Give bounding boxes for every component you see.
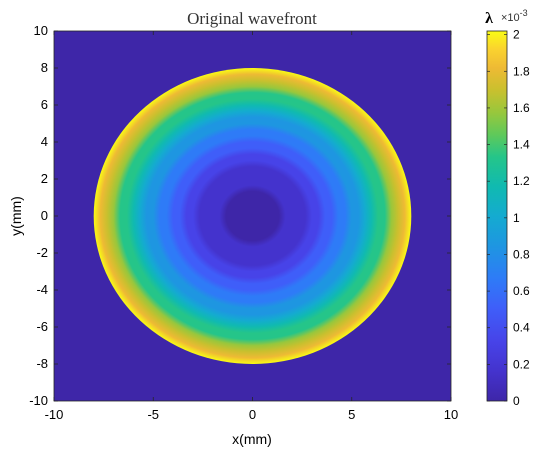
colorbar-tick-label: 1.4 [513,138,530,152]
x-axis-ticks: -10 -5 0 5 10 [45,31,458,422]
colorbar-tick-label: 0 [513,394,520,408]
colorbar-tick-label: 0.2 [513,357,530,371]
colorbar-tick-label: 0.6 [513,284,530,298]
y-tick-label: -10 [29,393,48,408]
colorbar-tick-label: 1.6 [513,101,530,115]
y-tick-label: -6 [36,319,48,334]
colorbar-frame [486,30,508,402]
colorbar-tick-label: 0.4 [513,321,530,335]
colorbar-tick-label: 1.8 [513,64,530,78]
y-tick-label: 0 [41,208,48,223]
colorbar-tick-label: 0.8 [513,247,530,261]
y-tick-label: 4 [41,134,48,149]
y-tick-label: -8 [36,356,48,371]
y-axis-ticks: -10 -8 -6 -4 -2 0 2 4 6 8 10 [29,23,451,408]
y-tick-label: 8 [41,60,48,75]
colorbar-exponent-base: ×10 [501,12,520,24]
wavefront-aperture [93,68,412,364]
x-tick-label: 10 [444,407,458,422]
colorbar-ticks: 0 0.2 0.4 0.6 0.8 1 1.2 1.4 1.6 1.8 2 [487,28,530,408]
colorbar: 0 0.2 0.4 0.6 0.8 1 1.2 1.4 1.6 1.8 2 λ ×10-3 [485,8,530,408]
y-tick-label: 2 [41,171,48,186]
y-tick-label: -2 [36,245,48,260]
x-axis-label: x(mm) [232,431,272,447]
colorbar-exponent-power: -3 [520,8,528,18]
colorbar-tick-label: 1 [513,211,520,225]
x-tick-label: 0 [249,407,256,422]
colorbar-tick-label: 2 [513,28,520,42]
colorbar-tick-label: 1.2 [513,174,530,188]
chart-title: Original wavefront [187,9,317,28]
colorbar-fill [487,31,507,401]
x-tick-label: 5 [348,407,355,422]
y-tick-label: -4 [36,282,48,297]
y-axis-label: y(mm) [8,196,24,236]
x-tick-label: -5 [147,407,159,422]
plot-area [53,30,452,402]
colorbar-exponent: ×10-3 [501,8,528,24]
y-tick-label: 6 [41,97,48,112]
colorbar-unit-label: λ [485,10,493,27]
y-tick-label: 10 [34,23,48,38]
x-tick-label: -10 [45,407,64,422]
